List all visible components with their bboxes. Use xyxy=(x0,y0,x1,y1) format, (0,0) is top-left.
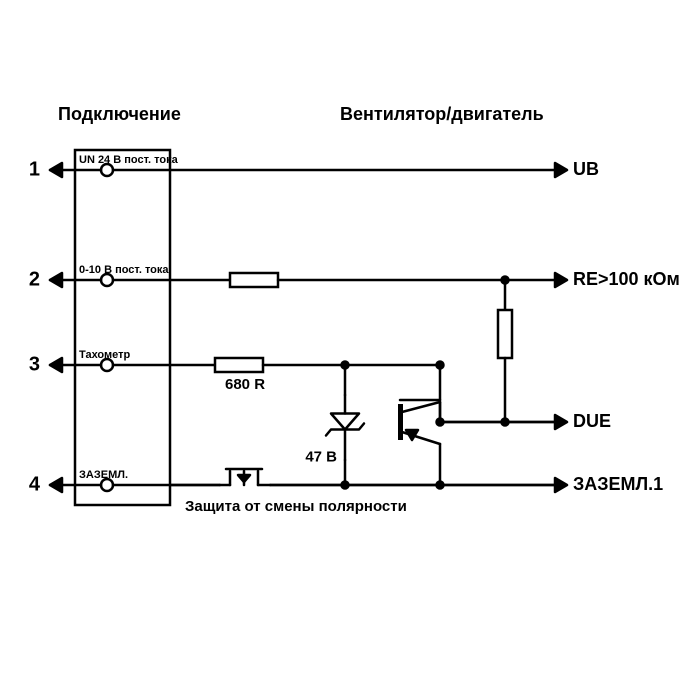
resistor-680r xyxy=(215,358,263,372)
terminal-circle xyxy=(101,359,113,371)
arrow-left xyxy=(50,163,62,177)
arrow-right xyxy=(555,163,567,177)
heading-left: Подключение xyxy=(58,104,181,124)
transistor-base-bar xyxy=(398,404,403,440)
arrow-left xyxy=(50,273,62,287)
resistor-series-line2 xyxy=(230,273,278,287)
output-label: DUE xyxy=(573,411,611,431)
resistor-vertical xyxy=(498,310,512,358)
terminal-number: 1 xyxy=(29,158,40,180)
terminal-number: 2 xyxy=(29,268,40,290)
heading-right: Вентилятор/двигатель xyxy=(340,104,544,124)
label-680r: 680 R xyxy=(225,376,265,393)
terminal-circle xyxy=(101,274,113,286)
terminal-number: 4 xyxy=(29,473,41,495)
connector-box xyxy=(75,150,170,505)
terminal-label: 0-10 В пост. тока xyxy=(79,264,169,276)
terminal-circle xyxy=(101,164,113,176)
output-label: UB xyxy=(573,159,599,179)
arrow-right xyxy=(555,415,567,429)
arrow-right xyxy=(555,478,567,492)
arrow-left xyxy=(50,478,62,492)
label-protection: Защита от смены полярности xyxy=(185,498,407,515)
terminal-number: 3 xyxy=(29,353,40,375)
terminal-label: UN 24 В пост. тока xyxy=(79,154,179,166)
output-label: ЗАЗЕМЛ.1 xyxy=(573,474,663,494)
arrow-right xyxy=(555,273,567,287)
label-47b: 47 В xyxy=(305,448,337,465)
output-label: RE>100 кОм xyxy=(573,269,680,289)
terminal-circle xyxy=(101,479,113,491)
arrow-left xyxy=(50,358,62,372)
